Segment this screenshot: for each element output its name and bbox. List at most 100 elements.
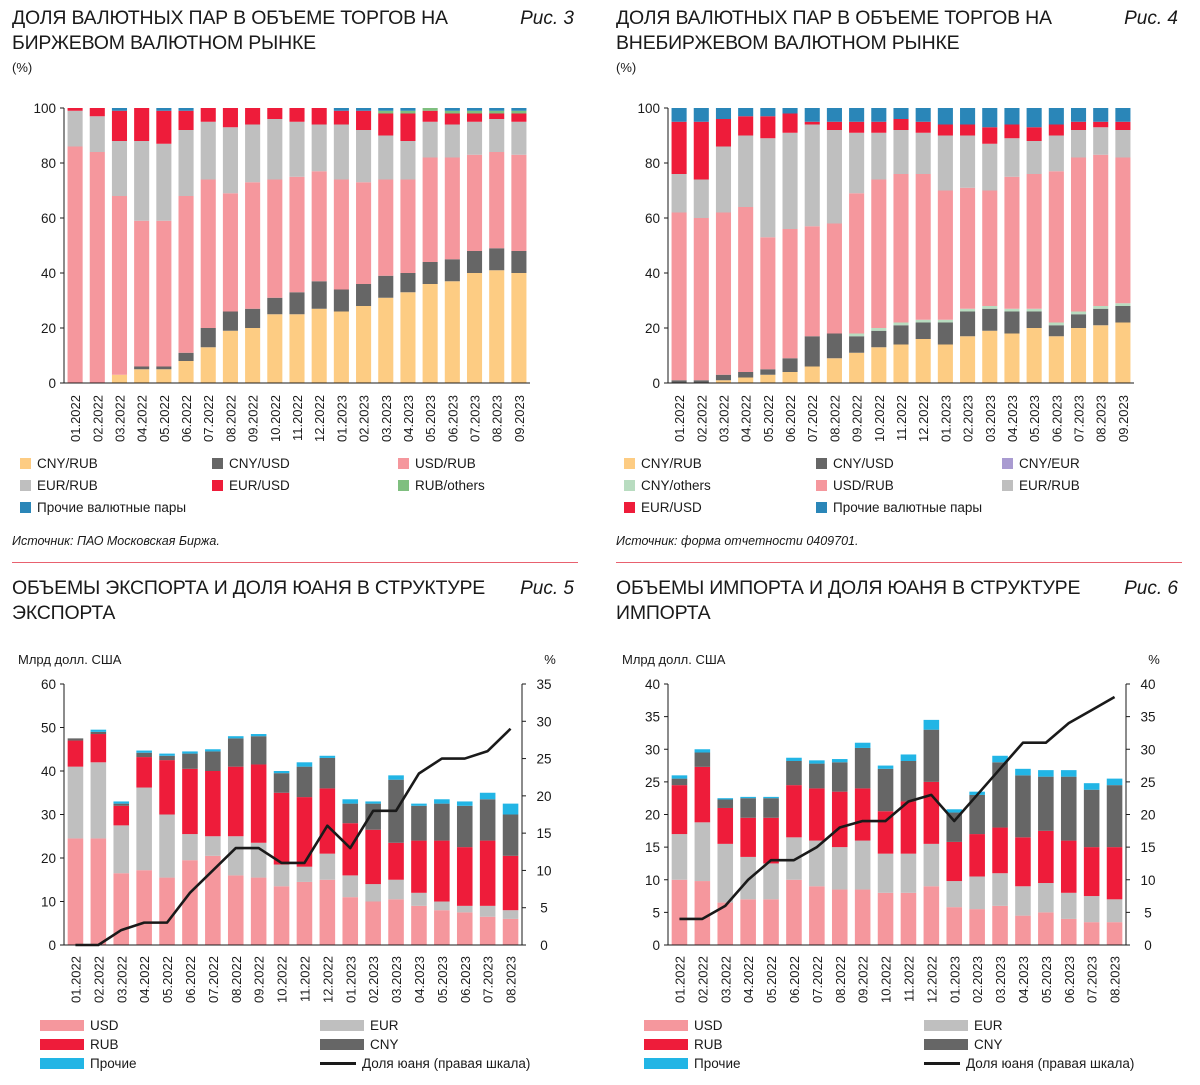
bar-segment [946,812,963,842]
bar-segment [178,110,194,130]
bar-segment [182,768,198,835]
bar-segment [1038,830,1054,884]
bar-segment [849,121,865,133]
bar-segment [1115,322,1131,383]
bar-segment [760,138,776,238]
bar-segment [134,108,150,141]
fig4-chart: 0 20 40 60 80 100 01.2022 02.2022 03.2022 04.2022… [637,101,1134,442]
bar-segment [969,876,985,910]
x-tick-label: 11.2022 [297,956,312,1002]
bar-segment [400,113,416,141]
legend-label: Прочие [694,1056,741,1071]
bar-segment [388,879,404,900]
legend-cny-others: CNY/others [624,478,711,493]
bar-segment [182,751,198,754]
bar-segment [444,110,460,114]
x-tick-label: 07.2023 [468,395,483,442]
y-tick-label: 80 [645,156,660,171]
right-unit-label: % [544,652,556,667]
bar-segment [113,803,130,806]
bar-segment [782,108,798,114]
bar-segment [715,380,732,383]
bar-segment [854,788,871,841]
bar-segment [717,902,734,945]
y-tick-label: 20 [41,321,56,336]
bar-segment [378,275,394,298]
bar-segment [715,119,732,147]
bar-segment [1048,108,1064,125]
bar-segment [804,336,820,367]
bar-segment [992,762,1008,828]
x-tick-label: 12.2022 [320,956,335,1003]
x-tick-label: 04.2023 [412,956,427,1003]
bar-segment [786,837,802,880]
bar-segment [871,347,887,383]
legend-cny-eur: CNY/EUR [1002,456,1080,471]
bar-segment [1115,303,1131,306]
bar-segment [915,319,931,323]
legend-cny: CNY [320,1037,399,1052]
bar-segment [671,212,687,381]
y-tick-label-right: 25 [1140,775,1155,790]
bar-segment [982,308,998,331]
bar-segment [479,799,496,841]
bar-segment [434,901,450,911]
bar-segment [489,270,505,383]
legend-other-pairs: Прочие валютные пары [20,500,186,515]
bar-segment [296,762,313,767]
fig3-title: ДОЛЯ ВАЛЮТНЫХ ПАР В ОБЪЕМЕ ТОРГОВ НА БИР… [12,7,448,54]
fig3-label: Рис. 3 [520,8,574,29]
bar-segment [479,840,496,906]
legend-label: EUR/USD [641,500,702,515]
legend-label: EUR [370,1018,399,1033]
y-tick-label-right: 35 [1140,710,1155,725]
bar-segment [804,124,820,227]
legend-label: CNY [974,1037,1003,1052]
bar-segment [502,910,519,919]
bar-segment [333,289,349,312]
bar-segment [982,143,998,191]
legend-swatch [398,480,409,491]
bar-segment [1048,171,1064,323]
legend-cny: CNY [924,1037,1003,1052]
bar-segment [466,110,483,114]
bar-segment [900,760,917,802]
bar-segment [760,369,776,375]
bar-segment [849,193,865,334]
legend-cny-usd: CNY/USD [816,456,894,471]
y-tick-label-right: 0 [1144,938,1152,953]
legend-usd: USD [40,1018,119,1033]
separator [12,562,578,563]
bar-segment [511,113,527,122]
legend-rub-others: RUB/others [398,478,485,493]
x-tick-label: 04.2023 [401,395,416,442]
legend-swatch [320,1020,364,1031]
bar-segment [1106,778,1123,786]
x-tick-label: 09.2023 [512,395,527,442]
x-tick-label: 07.2022 [810,956,825,1003]
bar-segment [717,798,734,800]
bar-segment [245,308,261,328]
bar-segment [333,311,349,383]
legend-swatch [816,458,827,469]
bar-segment [831,889,848,945]
bar-segment [227,736,244,739]
bar-segment [740,817,756,857]
bar-segment [400,110,416,114]
bar-segment [893,174,909,323]
fig4-source: Источник: форма отчетности 0409701. [616,534,859,548]
legend-swatch [20,458,31,469]
bar-segment [763,899,779,945]
bar-segment [893,322,909,326]
y-tick-label: 30 [41,808,56,823]
bar-segment [738,116,754,136]
bar-segment [982,190,998,306]
bar-segment [273,773,290,793]
legend-rub: RUB [40,1037,119,1052]
x-tick-label: 05.2022 [160,956,175,1003]
bar-segment [1083,847,1100,897]
x-tick-label: 04.2022 [135,395,150,442]
bar-segment [693,380,709,383]
y-tick-label-right: 30 [536,714,551,729]
